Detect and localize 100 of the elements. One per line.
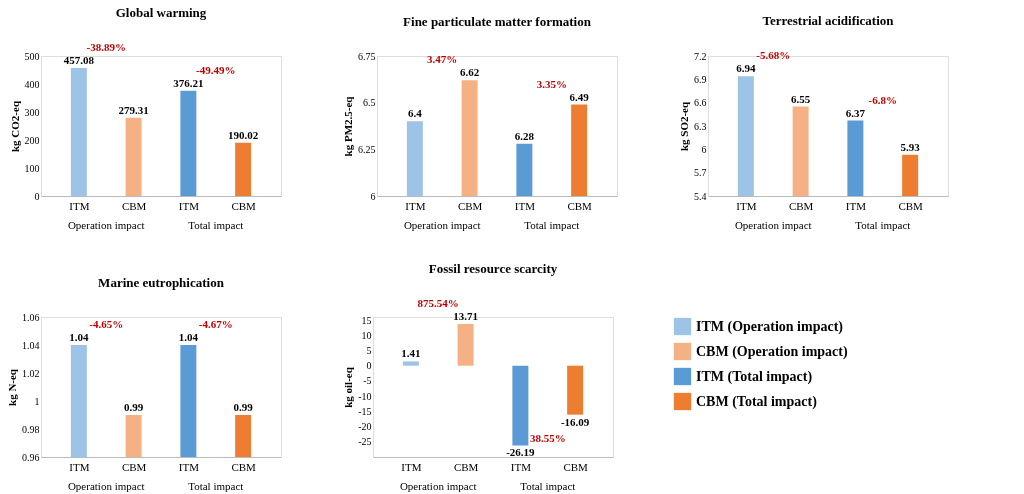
x-tick-label: ITM (845, 199, 867, 212)
x-tick-label: CBM (453, 460, 479, 473)
text: Total impact (188, 480, 244, 492)
x-tick-label: ITM (405, 199, 426, 212)
y-tick-label: 6.5 (363, 97, 376, 109)
data-label: 1.04 (69, 331, 89, 343)
text: -38.89% (86, 41, 126, 54)
data-label: 1.04 (178, 331, 199, 343)
y-tick-label: 5 (366, 344, 372, 356)
chart-title: Fine particulate matter formation (403, 14, 592, 29)
data-label: 6.62 (459, 66, 480, 79)
y-tick-label: -25 (358, 436, 372, 448)
x-tick-label: CBM (231, 199, 257, 212)
x-tick-label: ITM (178, 460, 200, 473)
y-tick-label: 6.3 (694, 120, 707, 132)
annotation: -5.68% (756, 49, 791, 62)
y-tick-label: 7.2 (694, 50, 707, 62)
chart-title: Global warming (115, 5, 207, 21)
y-tick-label: -10 (358, 390, 372, 402)
annotation: -6.8% (868, 93, 897, 106)
chart-title: Marine eutrophication (98, 275, 225, 290)
y-tick-label: 10 (361, 329, 372, 341)
text: Operation impact (67, 219, 145, 231)
x-tick-label: CBM (788, 199, 814, 212)
data-label: 6.94 (736, 62, 756, 75)
data-label: 6.28 (514, 129, 535, 142)
x-tick-label: CBM (567, 199, 593, 212)
x-tick-label: CBM (231, 460, 257, 473)
chart-title: Fossil resource scarcity (428, 260, 558, 276)
y-tick-label: 0.98 (22, 423, 40, 435)
text: Operation impact (399, 480, 477, 492)
y-tick-label: 6.75 (358, 50, 376, 62)
x-tick-label: CBM (457, 199, 483, 212)
text: Total impact (188, 219, 244, 231)
y-axis-title: kg PM2.5-eq (342, 95, 354, 157)
text: Total impact (524, 219, 580, 231)
data-label: 6.49 (569, 90, 590, 103)
data-label: 6.4 (407, 107, 423, 120)
y-tick-label: 5.7 (694, 167, 707, 179)
y-tick-label: 1.06 (22, 311, 40, 323)
y-tick-label: 1.04 (22, 339, 40, 351)
text: Total impact (520, 480, 576, 492)
y-tick-label: 15 (361, 314, 372, 326)
y-tick-label: 200 (24, 134, 40, 146)
y-tick-label: 1 (34, 395, 40, 407)
x-tick-label: CBM (563, 460, 589, 473)
data-label: 0.99 (233, 401, 254, 413)
text: Operation impact (403, 219, 481, 231)
y-tick-label: 0 (34, 190, 40, 202)
y-tick-label: -15 (358, 405, 372, 417)
y-tick-label: 5.4 (694, 190, 707, 202)
data-label: 6.37 (845, 106, 866, 119)
x-tick-label: ITM (736, 199, 757, 212)
annotation: 3.35% (536, 77, 567, 90)
annotation: -49.49% (196, 63, 236, 76)
data-label: -26.19 (506, 446, 536, 459)
x-tick-label: CBM (121, 460, 147, 473)
y-tick-label: -20 (358, 421, 372, 433)
y-axis-title: kg N-eq (6, 368, 18, 406)
data-label: 13.71 (453, 309, 478, 322)
text: 875.54% (417, 296, 459, 309)
annotation: -4.67% (198, 318, 233, 330)
annotation: 3.47% (427, 53, 458, 66)
x-tick-label: CBM (121, 199, 147, 212)
x-tick-label: ITM (510, 460, 532, 473)
y-tick-label: 300 (24, 106, 40, 118)
text: Operation impact (67, 480, 145, 492)
x-tick-label: CBM (898, 199, 924, 212)
x-tick-label: ITM (514, 199, 536, 212)
y-tick-label: 400 (24, 78, 40, 90)
x-tick-label: ITM (178, 199, 200, 212)
y-tick-label: -5 (363, 375, 372, 387)
y-tick-label: 1.02 (22, 367, 40, 379)
text: Total impact (855, 219, 911, 231)
y-tick-label: 6.6 (694, 97, 707, 109)
y-tick-label: 0 (366, 360, 372, 372)
legend-label: CBM (Total impact) (696, 393, 818, 410)
y-axis-title: kg oil-eq (342, 366, 355, 408)
data-label: 1.41 (401, 347, 421, 360)
x-tick-label: ITM (69, 199, 90, 212)
text: Operation impact (734, 219, 812, 231)
x-tick-label: ITM (69, 460, 90, 473)
data-label: 5.93 (900, 140, 921, 153)
y-axis-title: kg CO2-eq (8, 100, 21, 153)
annotation: -4.65% (89, 318, 124, 330)
legend-label: ITM (Operation impact) (696, 318, 844, 335)
data-label: 190.02 (228, 128, 259, 141)
legend-label: ITM (Total impact) (696, 368, 813, 385)
y-tick-label: 100 (24, 162, 40, 174)
legend-label: CBM (Operation impact) (696, 343, 848, 360)
y-tick-label: 6.9 (694, 73, 707, 85)
data-label: 279.31 (118, 103, 149, 116)
data-label: 6.55 (790, 92, 811, 105)
y-tick-label: 6.25 (358, 143, 376, 155)
chart-title: Terrestrial acidification (762, 13, 895, 29)
y-tick-label: 6 (701, 143, 707, 155)
data-label: 376.21 (173, 76, 204, 89)
y-tick-label: 6 (370, 190, 376, 202)
y-axis-title: kg SO2-eq (678, 101, 690, 152)
x-tick-label: ITM (401, 460, 422, 473)
